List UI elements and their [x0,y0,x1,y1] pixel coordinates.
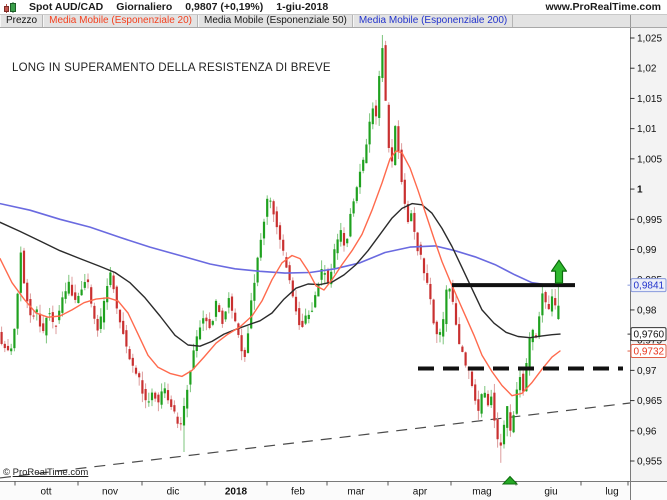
svg-text:apr: apr [413,487,428,498]
svg-text:0,9732: 0,9732 [634,347,665,358]
rising-trendline[interactable] [0,402,631,479]
quote-date: 1-giu-2018 [276,1,329,13]
legend-axis-divider [630,15,631,27]
ema50-line [0,202,561,347]
indicator-legend-bar: Prezzo Media Mobile (Esponenziale 20) Me… [0,14,667,28]
svg-text:lug: lug [605,487,618,498]
svg-text:nov: nov [102,487,118,498]
svg-text:0,99: 0,99 [637,245,657,256]
symbol-name: Spot AUD/CAD [29,1,104,13]
candles [0,34,560,463]
svg-text:feb: feb [291,487,305,498]
candlestick-icon [4,1,16,13]
ema20-line [0,150,561,397]
svg-text:0,975: 0,975 [637,336,662,347]
legend-ema50[interactable]: Media Mobile (Esponenziale 50) [197,15,353,27]
svg-text:1,015: 1,015 [637,94,662,105]
svg-text:0,9760: 0,9760 [634,330,665,341]
chart-title-bar: Spot AUD/CAD Giornaliero 0,9807 (+0,19%)… [0,0,667,14]
svg-text:ott: ott [40,487,51,498]
svg-text:2018: 2018 [225,487,248,498]
x-axis-panel[interactable] [0,481,667,500]
svg-text:0,98: 0,98 [637,305,657,316]
last-price-and-change: 0,9807 (+0,19%) [185,1,263,13]
x-axis-ticks: ott nov dic 2018 feb mar apr mag giu lug [14,481,629,498]
svg-text:0,955: 0,955 [637,457,662,468]
timeframe-label: Giornaliero [116,1,173,13]
svg-text:0,97: 0,97 [637,366,657,377]
svg-text:mar: mar [347,487,365,498]
svg-text:0,965: 0,965 [637,396,662,407]
last-price: 0,9807 [185,1,218,13]
price-change-percent: (+0,19%) [220,1,264,13]
legend-price[interactable]: Prezzo [0,15,44,27]
svg-text:0,995: 0,995 [637,215,662,226]
svg-text:1: 1 [637,185,643,196]
ema200-line [0,202,561,287]
legend-ema200[interactable]: Media Mobile (Esponenziale 200) [352,15,514,27]
svg-text:1,025: 1,025 [637,34,662,45]
svg-text:1,01: 1,01 [637,124,657,135]
axis-value-badge-ma50: 0,9760 [627,327,667,342]
svg-text:1,005: 1,005 [637,154,662,165]
watermark-link[interactable]: ProRealTime.com [12,467,89,478]
svg-text:mag: mag [472,487,491,498]
axis-value-badge-ma20: 0,9732 [627,344,667,359]
prorealtime-url: www.ProRealTime.com [545,1,661,13]
svg-text:0,9841: 0,9841 [634,281,665,292]
svg-text:0,96: 0,96 [637,426,657,437]
y-axis-panel[interactable] [630,14,667,481]
trade-note-text[interactable]: LONG IN SUPERAMENTO DELLA RESISTENZA DI … [12,62,331,74]
y-axis-ticks: 1,0251,021,0151,011,00510,9950,990,9850,… [630,34,662,468]
legend-ema20[interactable]: Media Mobile (Esponenziale 20) [43,15,198,27]
prorealtime-watermark: © ProRealTime.com [3,467,89,478]
svg-text:1,02: 1,02 [637,64,657,75]
buy-triangle-marker[interactable] [501,475,519,485]
axis-value-badge-ma200: 0,9841 [627,278,667,293]
buy-arrow-icon[interactable] [550,259,568,284]
svg-text:giu: giu [544,487,557,498]
svg-text:dic: dic [167,487,180,498]
